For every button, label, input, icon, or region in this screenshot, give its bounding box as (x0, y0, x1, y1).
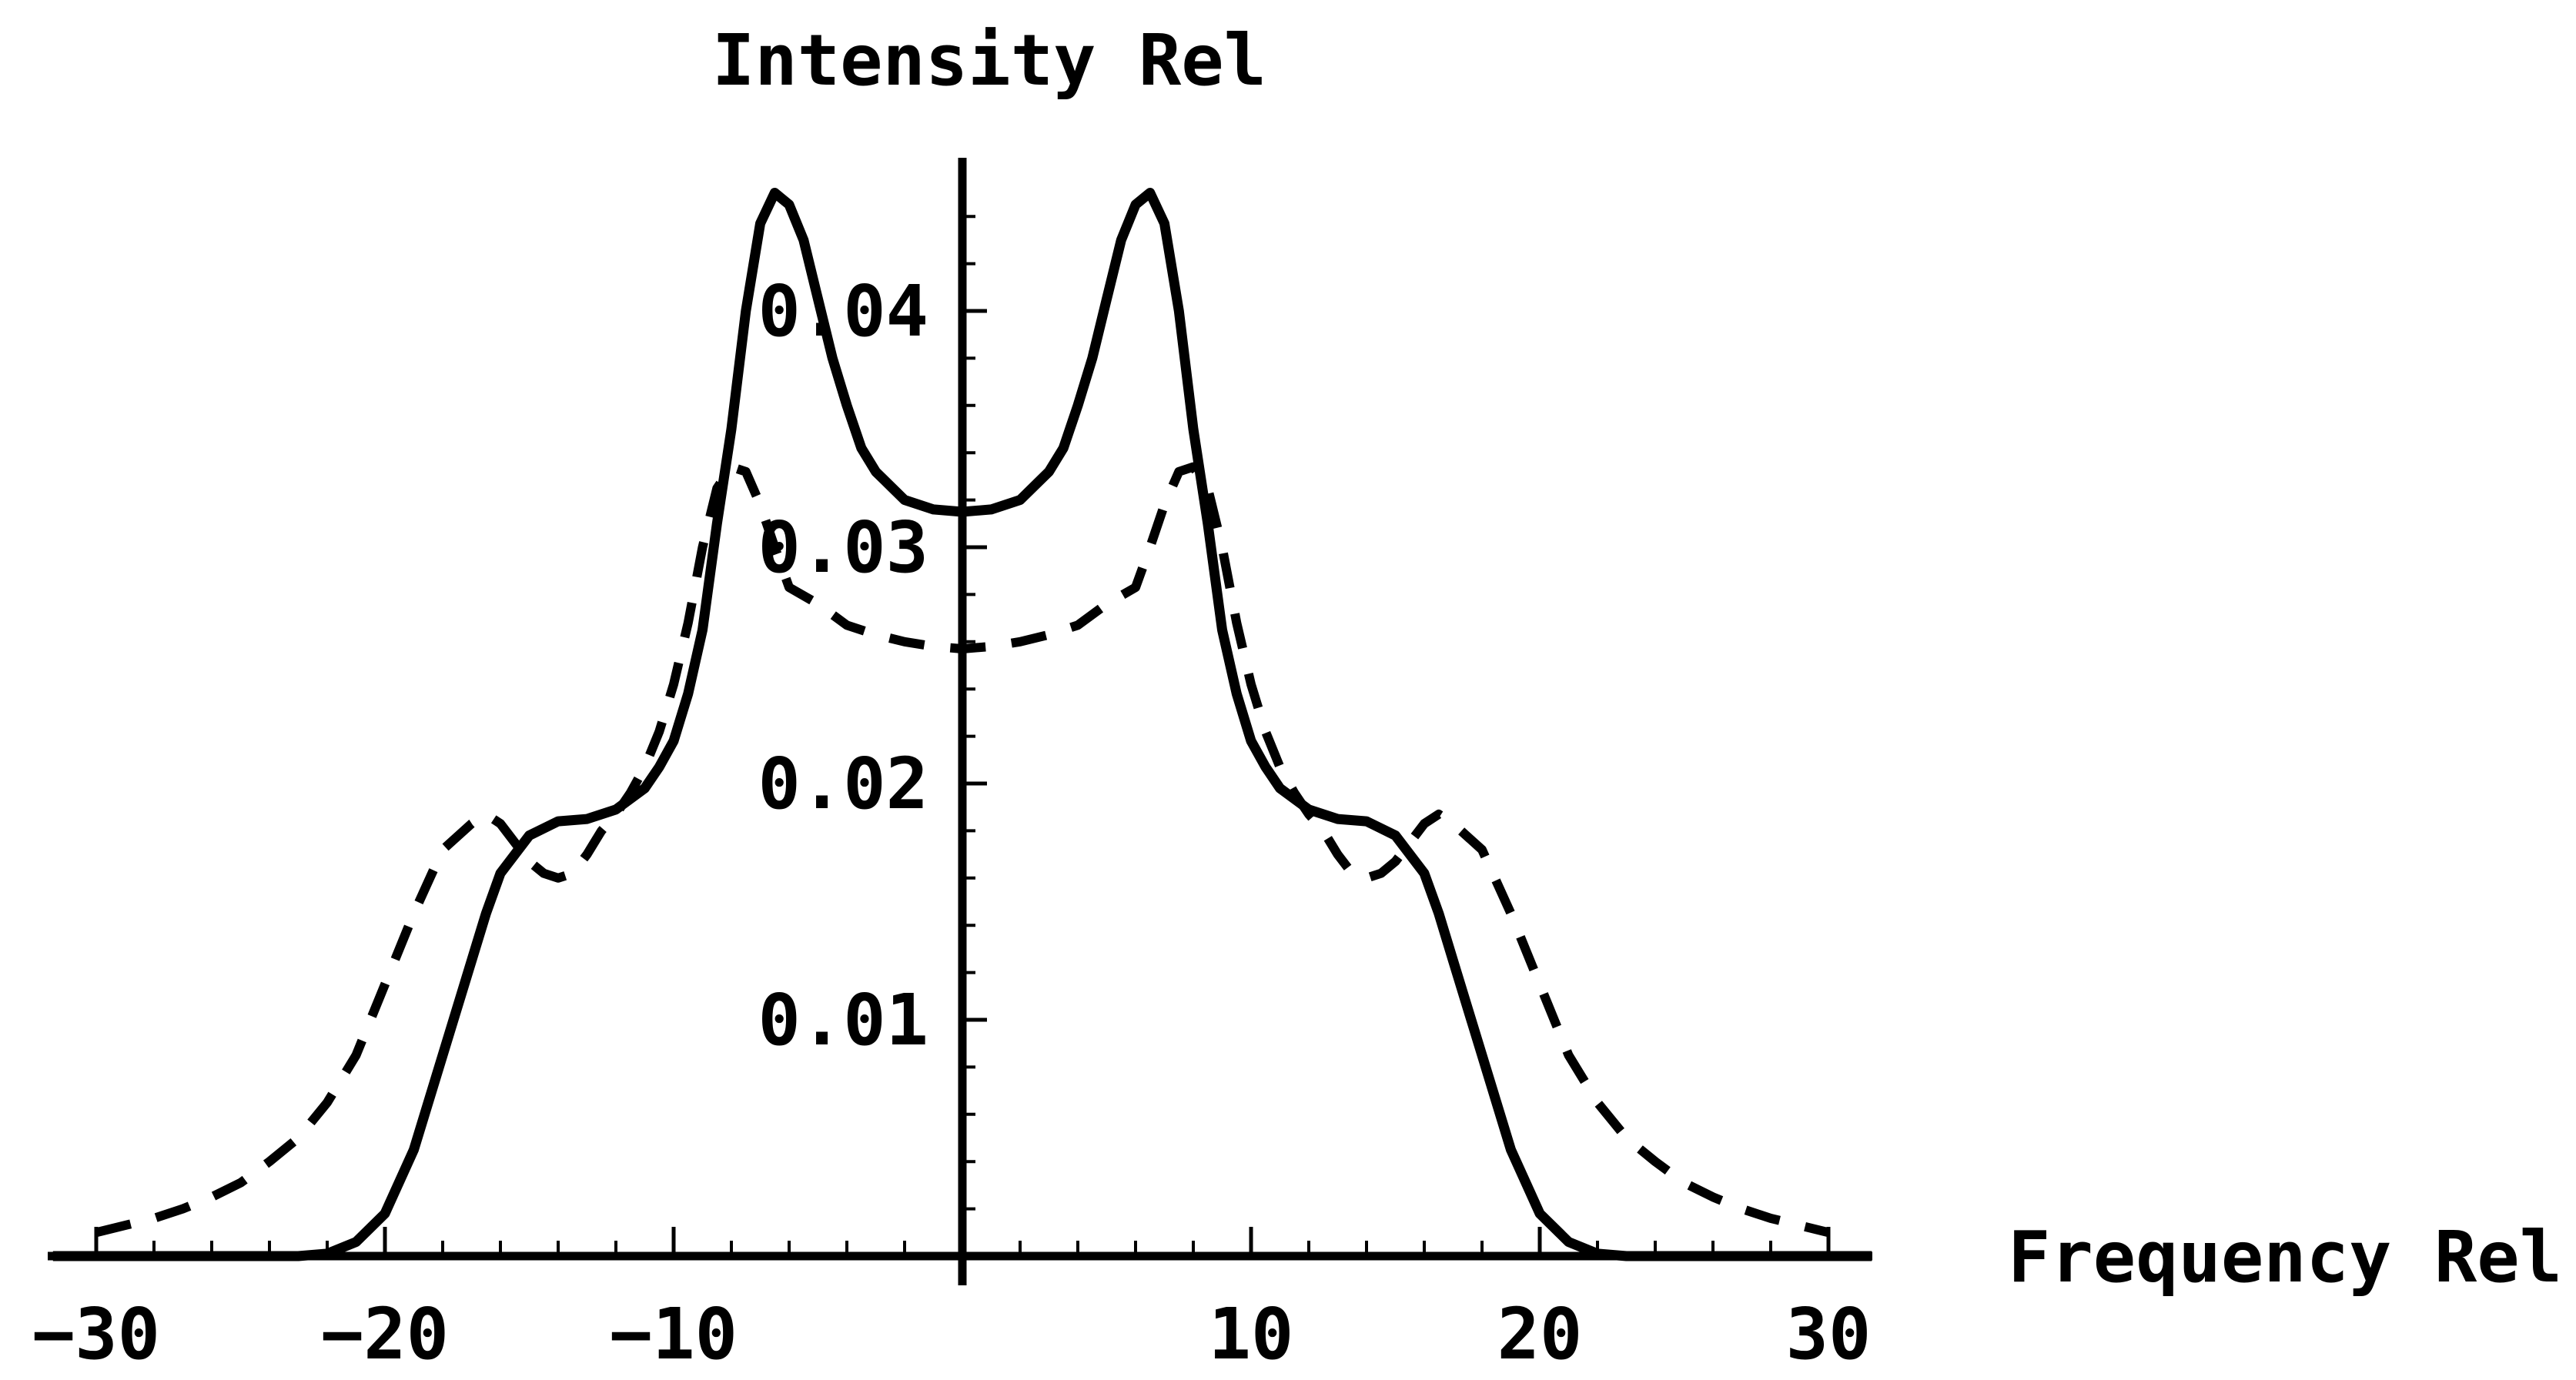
x-tick-label: −20 (321, 1293, 449, 1375)
x-tick-label: 10 (1209, 1293, 1294, 1375)
y-tick-label: 0.02 (758, 743, 928, 825)
x-axis-label: Frequency Rel (2008, 1216, 2562, 1298)
x-tick-label: −10 (610, 1293, 738, 1375)
labels-layer: Intensity Rel Frequency Rel −30 −20 −10 10 2… (32, 19, 2562, 1375)
y-axis-label: Intensity Rel (712, 19, 1266, 102)
x-tick-label: −30 (32, 1293, 160, 1375)
x-tick-label: 20 (1497, 1293, 1583, 1375)
y-tick-label: 0.03 (758, 506, 928, 589)
y-tick-label: 0.04 (758, 270, 928, 353)
axes-layer (48, 158, 1872, 1285)
y-tick-label: 0.01 (758, 979, 928, 1061)
x-tick-label: 30 (1786, 1293, 1872, 1375)
